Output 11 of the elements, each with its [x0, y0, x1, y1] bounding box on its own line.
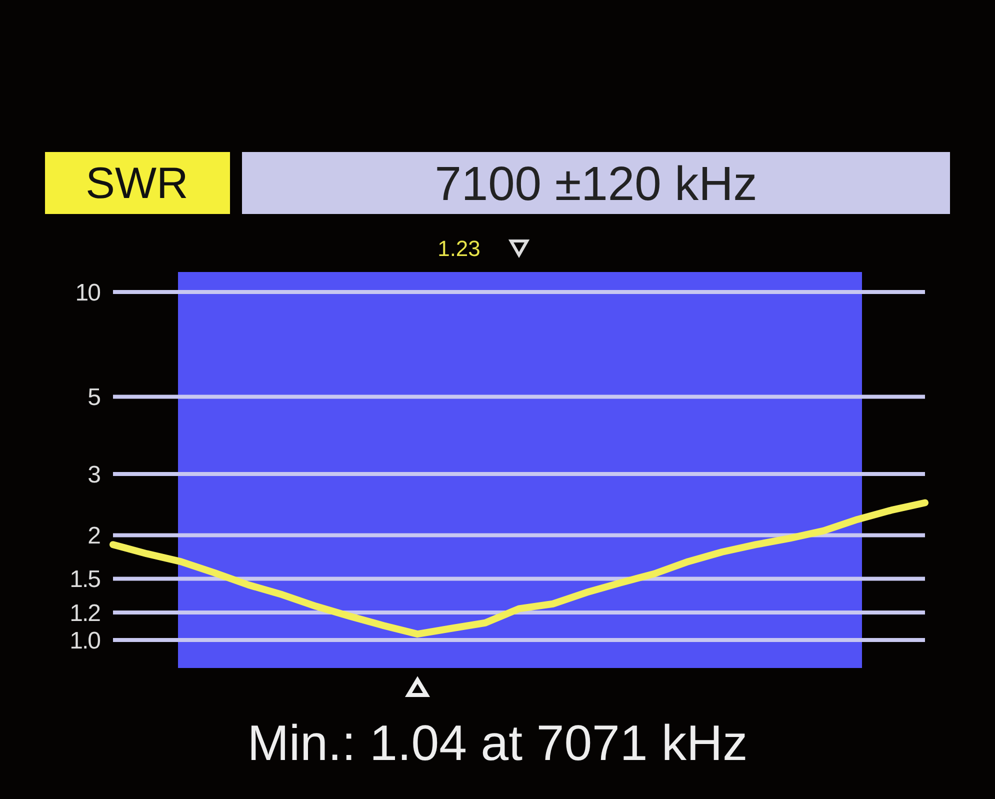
y-tick-label: 2 [88, 522, 101, 550]
y-tick-label: 1.5 [70, 566, 101, 594]
text: Min.: 1.04 at 7071 kHz [247, 715, 748, 771]
y-axis-title: SWR [86, 159, 188, 208]
y-tick-label: 3 [88, 461, 101, 488]
y-tick-label: 10 [75, 279, 101, 306]
y-tick-label: 5 [88, 384, 101, 412]
chart-title: 7100 ±120 kHz [434, 158, 758, 211]
text: 1.23 [438, 236, 480, 261]
y-tick-label: 1.0 [70, 627, 101, 654]
y-tick-label: 1.2 [70, 600, 101, 627]
